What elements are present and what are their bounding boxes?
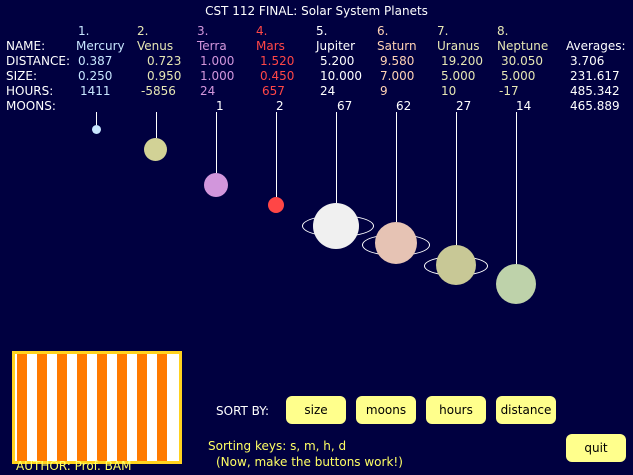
row-label-hours: HOURS: bbox=[6, 84, 54, 98]
terra-planet bbox=[204, 173, 228, 197]
mercury-planet bbox=[92, 125, 101, 134]
planet-size: 0.250 bbox=[78, 69, 113, 83]
sort-hours-button[interactable]: hours bbox=[426, 396, 486, 424]
jupiter-planet bbox=[313, 203, 359, 249]
saturn-string bbox=[396, 112, 397, 222]
sort-distance-button[interactable]: distance bbox=[496, 396, 556, 424]
terra-string bbox=[216, 112, 217, 173]
planet-size: 5.000 bbox=[501, 69, 536, 83]
quit-button[interactable]: quit bbox=[566, 434, 626, 462]
planet-distance: 0.387 bbox=[78, 54, 113, 68]
uranus-string bbox=[456, 112, 457, 245]
sort-size-button[interactable]: size bbox=[286, 396, 346, 424]
planet-number: 1. bbox=[78, 24, 90, 38]
planet-number: 2. bbox=[137, 24, 149, 38]
venus-string bbox=[156, 112, 157, 138]
planet-distance: 9.580 bbox=[380, 54, 415, 68]
planet-moons: 62 bbox=[396, 99, 412, 113]
planet-moons: 67 bbox=[337, 99, 353, 113]
planet-size: 7.000 bbox=[380, 69, 415, 83]
planet-moons: 2 bbox=[276, 99, 284, 113]
planet-size: 5.000 bbox=[441, 69, 476, 83]
planet-moons: 27 bbox=[456, 99, 472, 113]
mars-string bbox=[276, 112, 277, 197]
planet-distance: 5.200 bbox=[320, 54, 355, 68]
flag-stripe bbox=[37, 354, 47, 461]
planet-size: 0.450 bbox=[260, 69, 295, 83]
flag-stripe bbox=[137, 354, 147, 461]
flag-stripe bbox=[97, 354, 107, 461]
jupiter-string bbox=[336, 112, 337, 203]
average-hours: 485.342 bbox=[570, 84, 620, 98]
planet-hours: 657 bbox=[262, 84, 285, 98]
neptune-string bbox=[516, 112, 517, 264]
mars-planet bbox=[268, 197, 284, 213]
average-size: 231.617 bbox=[570, 69, 620, 83]
row-label-distance: DISTANCE: bbox=[6, 54, 70, 68]
average-distance: 3.706 bbox=[570, 54, 605, 68]
planet-name: Mars bbox=[256, 39, 285, 53]
flag-stripe bbox=[57, 354, 67, 461]
planet-moons: 1 bbox=[216, 99, 224, 113]
row-label-size: SIZE: bbox=[6, 69, 38, 83]
page-title: CST 112 FINAL: Solar System Planets bbox=[205, 4, 428, 18]
planet-number: 6. bbox=[377, 24, 389, 38]
hint-text: (Now, make the buttons work!) bbox=[216, 455, 403, 469]
planet-name: Jupiter bbox=[316, 39, 356, 53]
planet-name: Venus bbox=[137, 39, 174, 53]
planet-number: 5. bbox=[316, 24, 328, 38]
neptune-planet bbox=[496, 264, 536, 304]
mercury-string bbox=[96, 112, 97, 125]
planet-size: 0.950 bbox=[147, 69, 182, 83]
planet-hours: 24 bbox=[320, 84, 336, 98]
planet-number: 4. bbox=[256, 24, 268, 38]
sort-moons-button[interactable]: moons bbox=[356, 396, 416, 424]
planet-size: 10.000 bbox=[320, 69, 362, 83]
venus-planet bbox=[144, 138, 167, 161]
planet-hours: 10 bbox=[441, 84, 457, 98]
planet-distance: 30.050 bbox=[501, 54, 543, 68]
planet-size: 1.000 bbox=[200, 69, 235, 83]
planet-hours: -5856 bbox=[141, 84, 176, 98]
flag-stripe bbox=[77, 354, 87, 461]
planet-name: Mercury bbox=[76, 39, 125, 53]
planet-distance: 1.000 bbox=[200, 54, 235, 68]
planet-number: 3. bbox=[197, 24, 209, 38]
planet-hours: -17 bbox=[499, 84, 519, 98]
planet-name: Saturn bbox=[377, 39, 417, 53]
flag-stripe bbox=[117, 354, 127, 461]
planet-name: Terra bbox=[197, 39, 227, 53]
average-moons: 465.889 bbox=[570, 99, 620, 113]
planet-distance: 19.200 bbox=[441, 54, 483, 68]
flag-stripe bbox=[17, 354, 27, 461]
planet-name: Neptune bbox=[497, 39, 549, 53]
sort-by-label: SORT BY: bbox=[216, 404, 270, 418]
planet-hours: 1411 bbox=[80, 84, 111, 98]
row-label-name: NAME: bbox=[6, 39, 46, 53]
planet-distance: 1.520 bbox=[260, 54, 295, 68]
planet-distance: 0.723 bbox=[147, 54, 182, 68]
striped-flag bbox=[12, 351, 182, 464]
planet-name: Uranus bbox=[437, 39, 480, 53]
row-label-moons: MOONS: bbox=[6, 99, 56, 113]
planet-moons: 14 bbox=[516, 99, 532, 113]
sorting-keys-text: Sorting keys: s, m, h, d bbox=[208, 439, 347, 453]
flag-stripe bbox=[157, 354, 167, 461]
author-label: AUTHOR: Prof. BAM bbox=[16, 459, 132, 473]
planet-number: 7. bbox=[437, 24, 449, 38]
planet-hours: 24 bbox=[200, 84, 216, 98]
averages-label: Averages: bbox=[566, 39, 626, 53]
uranus-planet bbox=[436, 245, 476, 285]
saturn-planet bbox=[375, 222, 417, 264]
planet-hours: 9 bbox=[380, 84, 388, 98]
planet-number: 8. bbox=[497, 24, 509, 38]
